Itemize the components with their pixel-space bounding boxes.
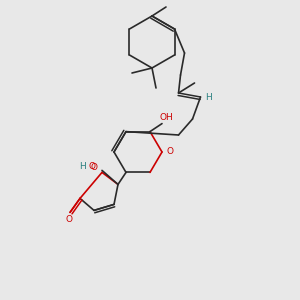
Text: H: H <box>80 162 86 171</box>
Text: O: O <box>91 163 98 172</box>
Text: O: O <box>65 215 73 224</box>
Text: O: O <box>167 148 173 157</box>
Text: O: O <box>88 162 95 171</box>
Text: OH: OH <box>159 113 173 122</box>
Text: H: H <box>205 94 212 103</box>
